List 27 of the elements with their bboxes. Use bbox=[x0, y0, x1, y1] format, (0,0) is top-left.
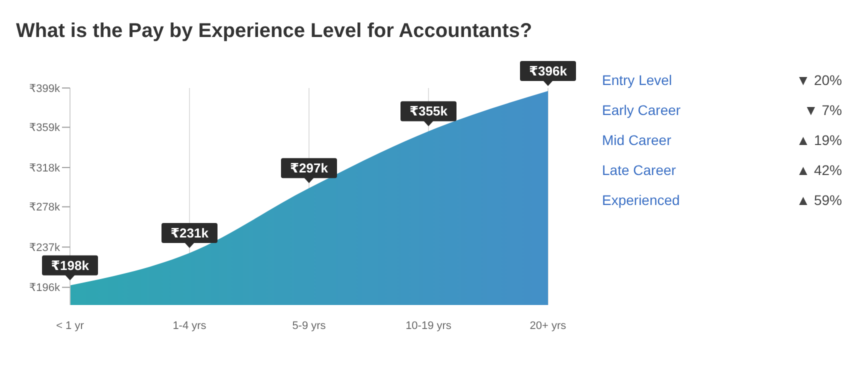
data-label: ₹231k bbox=[170, 225, 210, 240]
data-label: ₹297k bbox=[290, 160, 329, 176]
x-tick-label: 1-4 yrs bbox=[172, 320, 207, 332]
text: ▼ 7% bbox=[804, 102, 842, 118]
data-label: ₹355k bbox=[410, 104, 448, 119]
chart-title: What is the Pay by Experience Level for Accountants? bbox=[16, 20, 532, 42]
x-tick-label: 20+ yrs bbox=[530, 320, 567, 332]
annotation: Early Career bbox=[602, 102, 681, 118]
y-tick-label: ₹399k bbox=[29, 82, 60, 95]
data-label: ₹396k bbox=[529, 63, 568, 78]
text: ▼ 20% bbox=[796, 72, 842, 88]
y-tick-label: ₹318k bbox=[29, 162, 60, 174]
data-label: ₹198k bbox=[51, 258, 90, 273]
x-tick-label: 5-9 yrs bbox=[292, 320, 326, 332]
x-tick-label: < 1 yr bbox=[56, 320, 84, 332]
y-tick-label: ₹237k bbox=[29, 242, 60, 254]
text: ▲ 19% bbox=[796, 132, 842, 148]
y-tick-label: ₹278k bbox=[29, 202, 60, 214]
text: ▲ 59% bbox=[796, 192, 842, 208]
annotation: Experienced bbox=[602, 192, 680, 208]
y-tick-label: ₹196k bbox=[29, 282, 60, 294]
x-tick-label: 10-19 yrs bbox=[406, 320, 452, 332]
annotation: Entry Level bbox=[602, 72, 672, 88]
text: ▲ 42% bbox=[796, 162, 842, 178]
y-tick-label: ₹359k bbox=[29, 122, 60, 134]
annotation: Late Career bbox=[602, 162, 676, 178]
annotation: Mid Career bbox=[602, 132, 672, 148]
